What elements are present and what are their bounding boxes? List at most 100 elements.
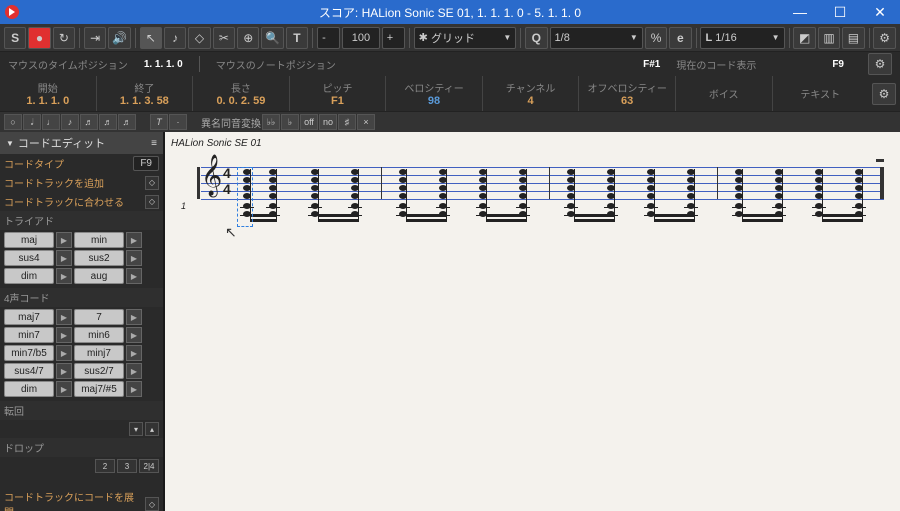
inversion-down[interactable]: ▾ xyxy=(129,422,143,436)
chord-btn-dim[interactable]: dim xyxy=(4,381,54,397)
zoom-incr[interactable]: + xyxy=(382,27,405,49)
inversion-up[interactable]: ▴ xyxy=(145,422,159,436)
chord-play-maj[interactable]: ▶ xyxy=(56,232,72,248)
chord-btn-min[interactable]: min xyxy=(74,232,124,248)
quantize-dropdown[interactable]: 1/8▼ xyxy=(550,27,643,49)
field-settings-button[interactable]: ⚙ xyxy=(872,83,896,105)
expand-chords-button[interactable]: ◇ xyxy=(145,497,159,511)
glue-tool[interactable]: ⊕ xyxy=(237,27,259,49)
chord-btn-min7b5[interactable]: min7/b5 xyxy=(4,345,54,361)
chord-edit-header[interactable]: ▼コードエディット≡ xyxy=(0,132,163,154)
drop-header: ドロップ xyxy=(0,438,163,457)
enharm-sharp[interactable]: ♯ xyxy=(338,114,356,130)
iterative-q-button[interactable]: % xyxy=(645,27,667,49)
enharm-no[interactable]: no xyxy=(319,114,337,130)
chord-btn-maj7[interactable]: maj7 xyxy=(4,309,54,325)
mouse-time-value: 1. 1. 1. 0 xyxy=(144,59,183,70)
chord-play-min6[interactable]: ▶ xyxy=(126,327,142,343)
channel-value[interactable]: 4 xyxy=(528,95,534,107)
chord-btn-minj7[interactable]: minj7 xyxy=(74,345,124,361)
insert-half[interactable]: 𝅗𝅥 xyxy=(23,114,41,130)
chord-play-minj7[interactable]: ▶ xyxy=(126,345,142,361)
chord-btn-sus47[interactable]: sus4/7 xyxy=(4,363,54,379)
titlebar: スコア: HALion Sonic SE 01, 1. 1. 1. 0 - 5.… xyxy=(0,0,900,24)
staff: 𝄞 44 1 xyxy=(171,159,894,219)
zoom-value[interactable]: 100 xyxy=(342,27,380,49)
minimize-button[interactable]: — xyxy=(780,0,820,24)
acoustic-feedback-button[interactable]: 🔊 xyxy=(108,27,130,49)
triplet-button[interactable]: T xyxy=(150,114,168,130)
erase-tool[interactable]: ◇ xyxy=(188,27,210,49)
chord-play-dim[interactable]: ▶ xyxy=(56,381,72,397)
chord-play-maj7[interactable]: ▶ xyxy=(56,309,72,325)
chord-btn-dim[interactable]: dim xyxy=(4,268,54,284)
chord-play-aug[interactable]: ▶ xyxy=(126,268,142,284)
chord-btn-sus4[interactable]: sus4 xyxy=(4,250,54,266)
drop-2[interactable]: 2 xyxy=(95,459,115,473)
settings-button[interactable]: ⚙ xyxy=(873,27,895,49)
insert-32nd[interactable]: ♬ xyxy=(99,114,117,130)
pitch-value[interactable]: F1 xyxy=(331,95,344,107)
chord-play-sus47[interactable]: ▶ xyxy=(56,363,72,379)
add-chord-track-button[interactable]: ◇ xyxy=(145,176,159,190)
chord-btn-maj[interactable]: maj xyxy=(4,232,54,248)
chord-play-7[interactable]: ▶ xyxy=(126,309,142,325)
info-settings-button[interactable]: ⚙ xyxy=(868,53,892,75)
dotted-button[interactable]: · xyxy=(169,114,187,130)
chord-play-sus27[interactable]: ▶ xyxy=(126,363,142,379)
maximize-button[interactable]: ☐ xyxy=(820,0,860,24)
score-area[interactable]: HALion Sonic SE 01 𝄞 44 1 ↖ xyxy=(165,132,900,511)
window-layout-2[interactable]: ▥ xyxy=(818,27,840,49)
drop-3[interactable]: 3 xyxy=(117,459,137,473)
end-value[interactable]: 1. 1. 3. 58 xyxy=(120,95,169,107)
enharm-flat2[interactable]: ♭♭ xyxy=(262,114,280,130)
chord-btn-maj75[interactable]: maj7/#5 xyxy=(74,381,124,397)
chord-btn-sus2[interactable]: sus2 xyxy=(74,250,124,266)
chord-display-key: F9 xyxy=(832,59,844,70)
insert-whole[interactable]: ○ xyxy=(4,114,22,130)
enharm-sharp2[interactable]: × xyxy=(357,114,375,130)
zoom-decr[interactable]: - xyxy=(317,27,340,49)
chord-btn-min6[interactable]: min6 xyxy=(74,327,124,343)
fit-chord-track-button[interactable]: ◇ xyxy=(145,195,159,209)
enharm-flat[interactable]: ♭ xyxy=(281,114,299,130)
inversion-header: 転回 xyxy=(0,401,163,420)
chord-play-maj75[interactable]: ▶ xyxy=(126,381,142,397)
start-value[interactable]: 1. 1. 1. 0 xyxy=(26,95,69,107)
arrow-tool[interactable]: ↖ xyxy=(140,27,162,49)
length-dropdown[interactable]: L 1/16▼ xyxy=(700,27,784,49)
record-button[interactable]: ● xyxy=(28,27,50,49)
auto-scroll-button[interactable]: ⇥ xyxy=(84,27,106,49)
insert-eighth[interactable]: ♪ xyxy=(61,114,79,130)
snap-type-dropdown[interactable]: ✱ グリッド▼ xyxy=(414,27,517,49)
velocity-value[interactable]: 98 xyxy=(428,95,440,107)
zoom-tool[interactable]: 🔍 xyxy=(261,27,283,49)
insert-16th[interactable]: ♬ xyxy=(80,114,98,130)
chord-play-min7[interactable]: ▶ xyxy=(56,327,72,343)
quantize-settings-button[interactable]: e xyxy=(669,27,691,49)
drop-2|4[interactable]: 2|4 xyxy=(139,459,159,473)
chord-play-dim[interactable]: ▶ xyxy=(56,268,72,284)
chord-play-min[interactable]: ▶ xyxy=(126,232,142,248)
feedback-button[interactable]: ↻ xyxy=(53,27,75,49)
chord-play-sus2[interactable]: ▶ xyxy=(126,250,142,266)
note-tool[interactable]: ♪ xyxy=(164,27,186,49)
chord-btn-sus27[interactable]: sus2/7 xyxy=(74,363,124,379)
window-layout-3[interactable]: ▤ xyxy=(842,27,864,49)
solo-button[interactable]: S xyxy=(4,27,26,49)
close-button[interactable]: ✕ xyxy=(860,0,900,24)
chord-play-min7b5[interactable]: ▶ xyxy=(56,345,72,361)
window-layout-1[interactable]: ◩ xyxy=(793,27,815,49)
insert-quarter[interactable]: ♩ xyxy=(42,114,60,130)
text-tool[interactable]: T xyxy=(286,27,308,49)
chord-btn-7[interactable]: 7 xyxy=(74,309,124,325)
insert-64th[interactable]: ♬ xyxy=(118,114,136,130)
quantize-button[interactable]: Q xyxy=(525,27,547,49)
offvelocity-value[interactable]: 63 xyxy=(621,95,633,107)
length-value[interactable]: 0. 0. 2. 59 xyxy=(216,95,265,107)
enharm-off[interactable]: off xyxy=(300,114,318,130)
split-tool[interactable]: ✂ xyxy=(213,27,235,49)
chord-btn-aug[interactable]: aug xyxy=(74,268,124,284)
chord-btn-min7[interactable]: min7 xyxy=(4,327,54,343)
chord-play-sus4[interactable]: ▶ xyxy=(56,250,72,266)
